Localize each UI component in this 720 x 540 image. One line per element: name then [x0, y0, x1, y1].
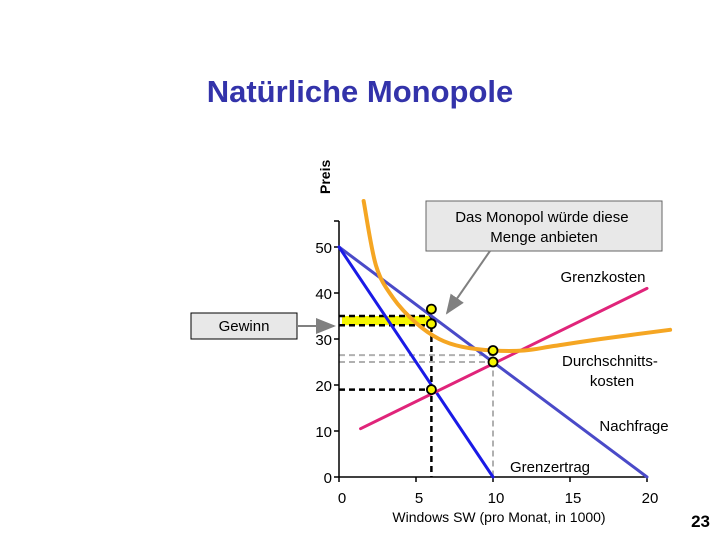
axes: 0 10 20 30 40 50 0 5 10 15 20: [315, 220, 659, 507]
average-cost-marker: [425, 318, 437, 330]
y-tick-label: 50: [315, 240, 332, 257]
y-tick-label: 30: [315, 332, 332, 349]
label-durchschnittskosten-line-1: Durchschnitts-: [562, 353, 658, 370]
y-tick-marks: [334, 220, 339, 478]
x-tick-marks: [338, 477, 648, 482]
efficient-ac-marker: [487, 345, 499, 356]
callout-box: [425, 200, 663, 252]
label-nachfrage: Nachfrage: [599, 418, 668, 435]
callout-arrow: [445, 250, 491, 315]
y-tick-label: 20: [315, 378, 332, 395]
x-tick-label: 20: [642, 490, 659, 507]
dashed-guide-lines: [339, 314, 494, 477]
callout-text: Das Monopol würde diese Menge anbieten: [455, 209, 633, 246]
average-cost-curve: [361, 199, 673, 354]
marginal-cost-curve: [359, 286, 649, 431]
x-axis-title: Windows SW (pro Monat, in 1000): [392, 509, 605, 525]
profit-label: Gewinn: [219, 318, 270, 335]
y-tick-label: 0: [324, 470, 332, 487]
label-durchschnittskosten: Durchschnitts- kosten: [562, 353, 662, 390]
label-grenzkosten: Grenzkosten: [560, 269, 645, 286]
y-axis-title: Preis: [317, 160, 333, 194]
callout-line-2: Menge anbieten: [490, 229, 598, 246]
x-tick-label: 0: [338, 490, 346, 507]
efficient-mc-marker: [487, 356, 499, 368]
key-point-markers: [425, 303, 499, 396]
monopoly-price-marker: [425, 303, 437, 315]
x-tick-label: 10: [488, 490, 505, 507]
x-tick-labels: 0 5 10 15 20: [338, 490, 659, 507]
x-tick-label: 15: [565, 490, 582, 507]
x-tick-label: 5: [415, 490, 423, 507]
mr-mc-intersection-marker: [425, 384, 437, 396]
slide-title: Natürliche Monopole: [206, 74, 514, 109]
callout-line-1: Das Monopol würde diese: [455, 209, 628, 226]
label-durchschnittskosten-line-2: kosten: [590, 373, 634, 390]
marginal-revenue-curve: [337, 245, 495, 479]
y-tick-label: 40: [315, 286, 332, 303]
label-grenzertrag: Grenzertrag: [510, 459, 590, 476]
page-number: 23: [691, 512, 710, 531]
y-tick-label: 10: [315, 424, 332, 441]
y-tick-labels: 0 10 20 30 40 50: [315, 240, 332, 487]
